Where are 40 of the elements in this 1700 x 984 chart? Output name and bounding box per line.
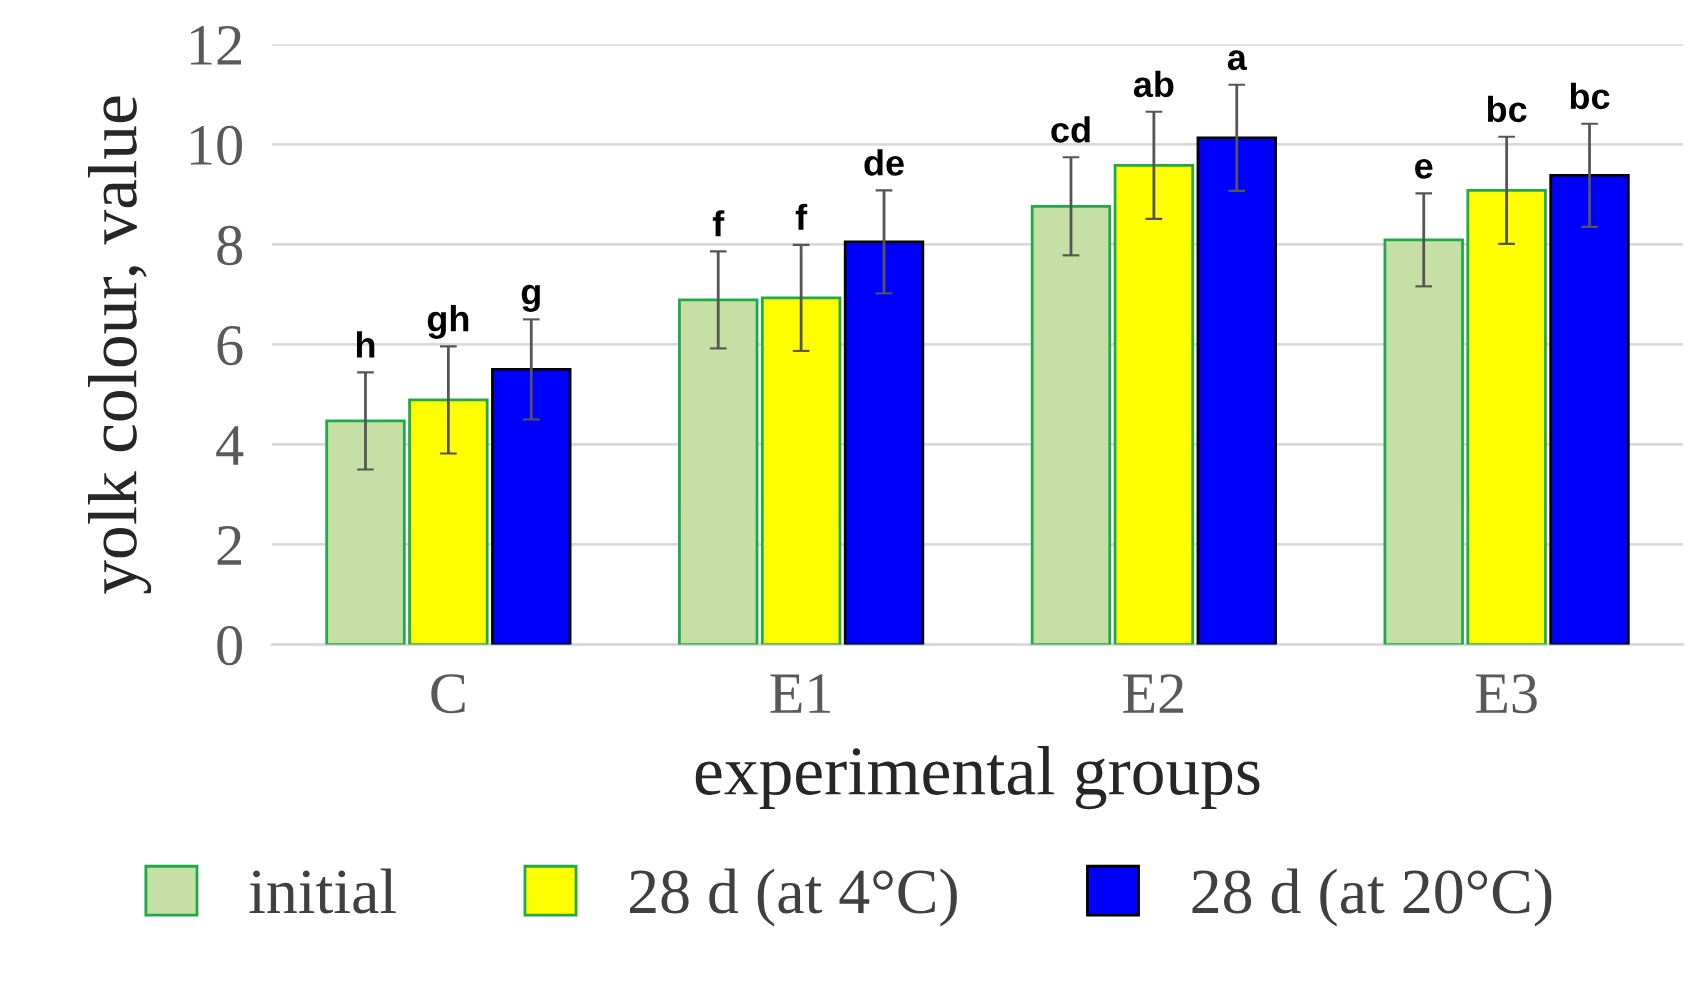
bar bbox=[1196, 136, 1277, 645]
legend-label: initial bbox=[249, 868, 396, 914]
x-tick-label: E1 bbox=[770, 674, 831, 713]
x-tick-label: C bbox=[431, 674, 465, 714]
y-tick-label: 0 bbox=[217, 625, 242, 666]
bar bbox=[760, 296, 842, 645]
y-axis-title: yolk colour, value bbox=[87, 96, 152, 594]
data-label: cd bbox=[1051, 116, 1090, 143]
data-label: h bbox=[356, 331, 375, 358]
x-axis-title: experimental groups bbox=[695, 746, 1260, 810]
bar bbox=[408, 398, 489, 645]
y-tick-label: 6 bbox=[217, 326, 243, 366]
bar bbox=[1383, 238, 1464, 645]
bar bbox=[491, 368, 572, 645]
x-tick-label: E2 bbox=[1123, 674, 1184, 713]
data-label: a bbox=[1227, 50, 1248, 71]
y-tick-label: 8 bbox=[217, 225, 242, 266]
data-label: de bbox=[864, 149, 904, 176]
bar bbox=[843, 240, 925, 645]
data-label: g bbox=[521, 284, 540, 312]
y-tick-label: 10 bbox=[191, 125, 242, 166]
bar bbox=[1030, 204, 1112, 645]
x-tick-label: E3 bbox=[1475, 674, 1537, 714]
data-label: bc bbox=[1570, 82, 1610, 110]
legend-label: 28 d (at 20°C) bbox=[1192, 868, 1552, 927]
data-label: gh bbox=[427, 305, 469, 339]
data-label: ab bbox=[1133, 70, 1174, 98]
data-label: e bbox=[1415, 158, 1433, 179]
bar bbox=[1113, 163, 1195, 645]
y-tick-label: 4 bbox=[216, 426, 244, 465]
bar bbox=[1466, 188, 1547, 645]
data-label: f bbox=[795, 203, 808, 230]
bar bbox=[678, 298, 759, 645]
bar bbox=[325, 419, 406, 645]
y-tick-label: 12 bbox=[191, 25, 241, 65]
bar bbox=[1549, 173, 1630, 645]
legend-label: 28 d (at 4°C) bbox=[629, 868, 957, 927]
data-label: f bbox=[712, 210, 725, 237]
data-label: bc bbox=[1487, 95, 1527, 123]
y-tick-label: 2 bbox=[217, 526, 241, 565]
